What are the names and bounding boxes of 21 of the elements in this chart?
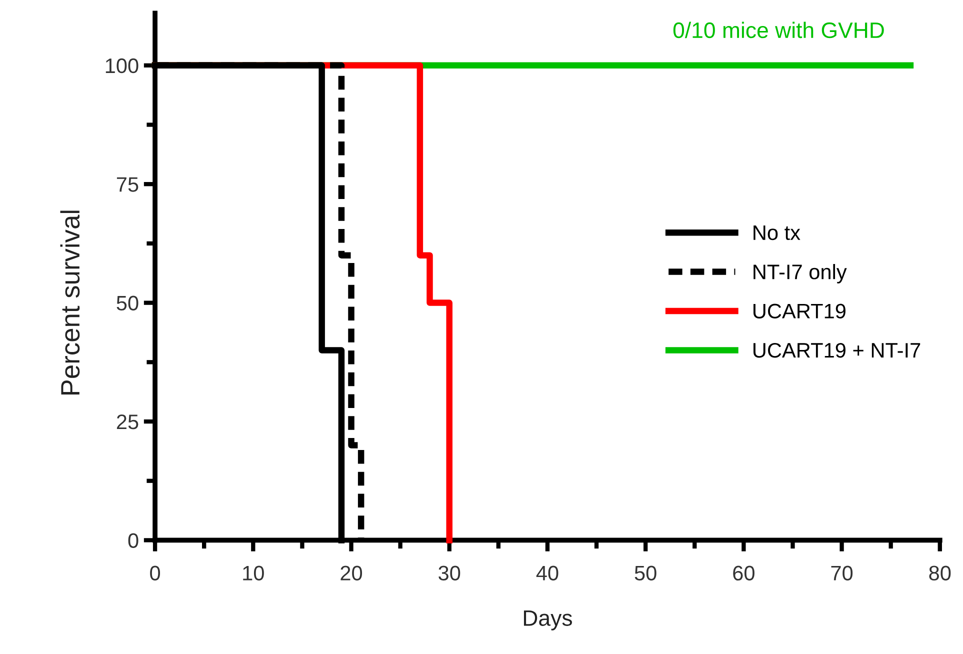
x-tick-label: 40 (536, 566, 558, 581)
x-tick-label: 50 (634, 566, 656, 581)
x-axis-title: Days (524, 610, 572, 630)
legend-label: UCART19 + NT-I7 (754, 342, 920, 358)
y-tick-label: 0 (128, 533, 138, 548)
x-tick-label: 20 (340, 566, 362, 581)
text: 0/10 mice with GVHD (673, 22, 884, 38)
y-tick-label: 100 (106, 58, 138, 74)
x-tick-label: 30 (438, 566, 460, 581)
x-tick-label: 70 (831, 566, 853, 581)
legend-label: NT-I7 only (754, 264, 847, 284)
y-tick-label: 25 (116, 414, 138, 430)
y-axis-title: Percent survival (60, 210, 80, 394)
legend-label: No tx (754, 226, 800, 240)
x-tick-label: 0 (150, 566, 160, 581)
x-tick-label: 80 (929, 566, 951, 581)
legend-label: UCART19 (754, 304, 846, 319)
y-tick-label: 75 (116, 177, 138, 192)
x-tick-label: 60 (733, 566, 754, 581)
y-tick-label: 50 (116, 296, 138, 311)
x-tick-label: 10 (243, 566, 264, 581)
